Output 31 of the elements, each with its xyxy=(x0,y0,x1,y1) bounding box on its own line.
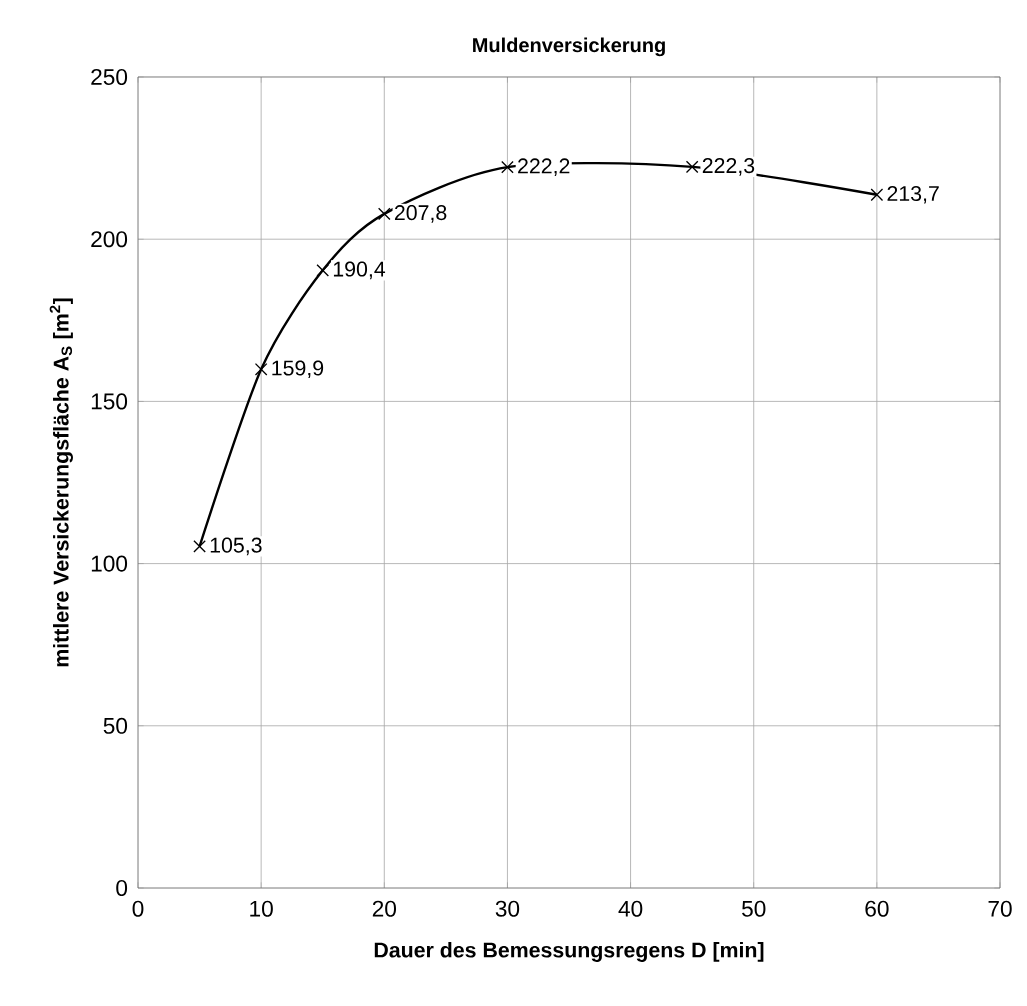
point xyxy=(316,264,330,277)
data-label: 222,3 xyxy=(702,158,755,176)
y-tick-label: 0 xyxy=(116,879,128,897)
data-label: 159,9 xyxy=(272,360,324,379)
data-label: 105,3 xyxy=(210,537,262,556)
y-tick-label: 250 xyxy=(91,68,128,86)
x-tick-label: 40 xyxy=(618,900,643,917)
x-tick-label: 70 xyxy=(988,900,1012,917)
point xyxy=(870,188,884,202)
y-tick-label: 100 xyxy=(91,555,128,572)
chart-title: Muldenversickerung xyxy=(473,37,665,57)
point xyxy=(254,362,268,376)
y-tick-label: 150 xyxy=(91,393,128,410)
data-label: 190,4 xyxy=(333,261,386,280)
y-tick-label: 50 xyxy=(103,717,128,734)
data-label: 207,8 xyxy=(394,205,447,223)
data-label: 213,7 xyxy=(887,185,939,204)
point xyxy=(685,160,699,174)
x-tick-label: 50 xyxy=(742,900,766,917)
point xyxy=(193,540,206,553)
x-tick-label: 10 xyxy=(250,900,273,917)
x-tick-label: 20 xyxy=(372,900,397,917)
point xyxy=(377,207,391,221)
y-tick-label: 200 xyxy=(91,231,128,248)
x-tick-label: 30 xyxy=(495,900,520,917)
data-label: 222,2 xyxy=(518,158,570,176)
x-tick-label: 60 xyxy=(865,900,889,917)
x-tick-label: 0 xyxy=(132,900,144,917)
point xyxy=(501,160,514,174)
y-axis-title: mittlere Versickerungsfläche A$_{S}$ [m$^{2}$] xyxy=(49,298,73,667)
x-axis-title: Dauer des Bemessungsregens D [min] xyxy=(374,941,764,962)
